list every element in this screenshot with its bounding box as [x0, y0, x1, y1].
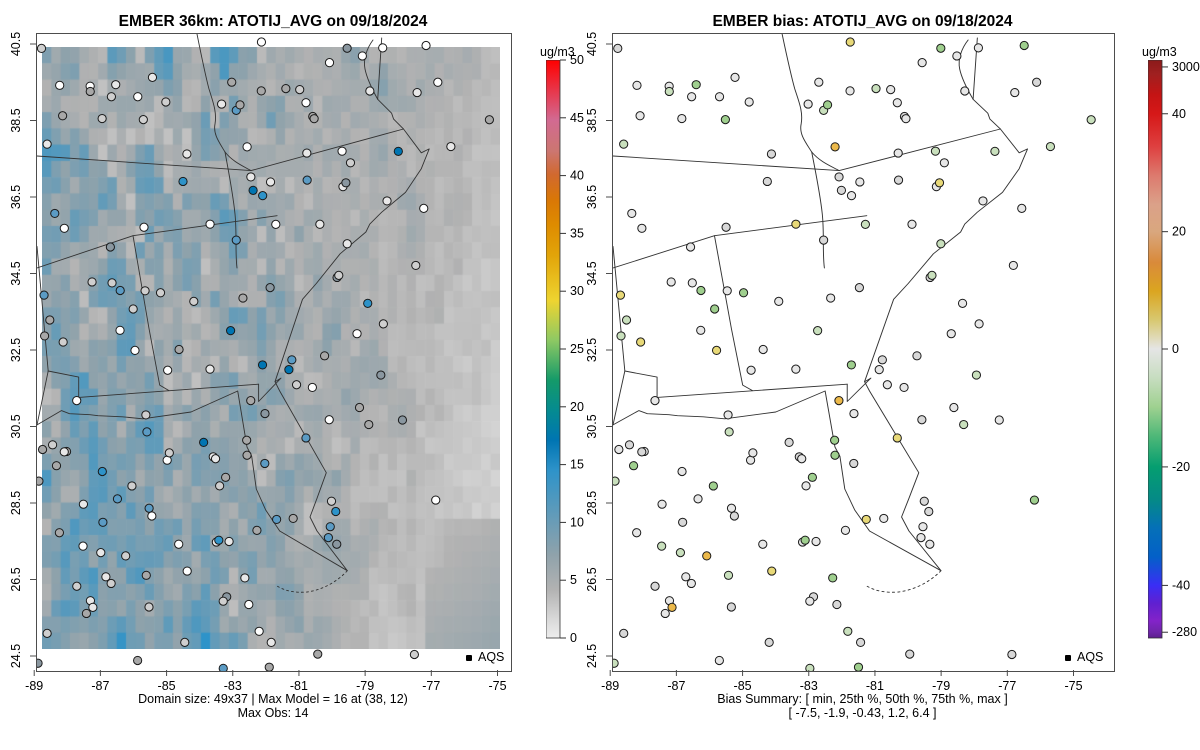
svg-text:-79: -79 — [932, 679, 950, 693]
svg-text:38.5: 38.5 — [9, 108, 23, 132]
svg-text:-83: -83 — [224, 679, 242, 693]
svg-text:40.5: 40.5 — [9, 32, 23, 56]
svg-text:-79: -79 — [356, 679, 374, 693]
svg-text:-85: -85 — [158, 679, 176, 693]
svg-text:-87: -87 — [91, 679, 109, 693]
svg-text:-89: -89 — [25, 679, 43, 693]
svg-text:-87: -87 — [667, 679, 685, 693]
svg-text:26.5: 26.5 — [9, 567, 23, 591]
svg-text:30.5: 30.5 — [9, 414, 23, 438]
svg-text:-77: -77 — [422, 679, 440, 693]
svg-text:-75: -75 — [488, 679, 506, 693]
svg-text:34.5: 34.5 — [9, 261, 23, 285]
svg-text:-85: -85 — [734, 679, 752, 693]
svg-text:24.5: 24.5 — [9, 644, 23, 668]
svg-text:-77: -77 — [998, 679, 1016, 693]
svg-text:36.5: 36.5 — [9, 185, 23, 209]
svg-text:-89: -89 — [601, 679, 619, 693]
svg-text:-81: -81 — [866, 679, 884, 693]
svg-text:-75: -75 — [1064, 679, 1082, 693]
svg-text:-81: -81 — [290, 679, 308, 693]
svg-text:32.5: 32.5 — [9, 338, 23, 362]
svg-text:28.5: 28.5 — [9, 491, 23, 515]
svg-text:-83: -83 — [800, 679, 818, 693]
svg-text:40.5: 40.5 — [585, 32, 599, 56]
